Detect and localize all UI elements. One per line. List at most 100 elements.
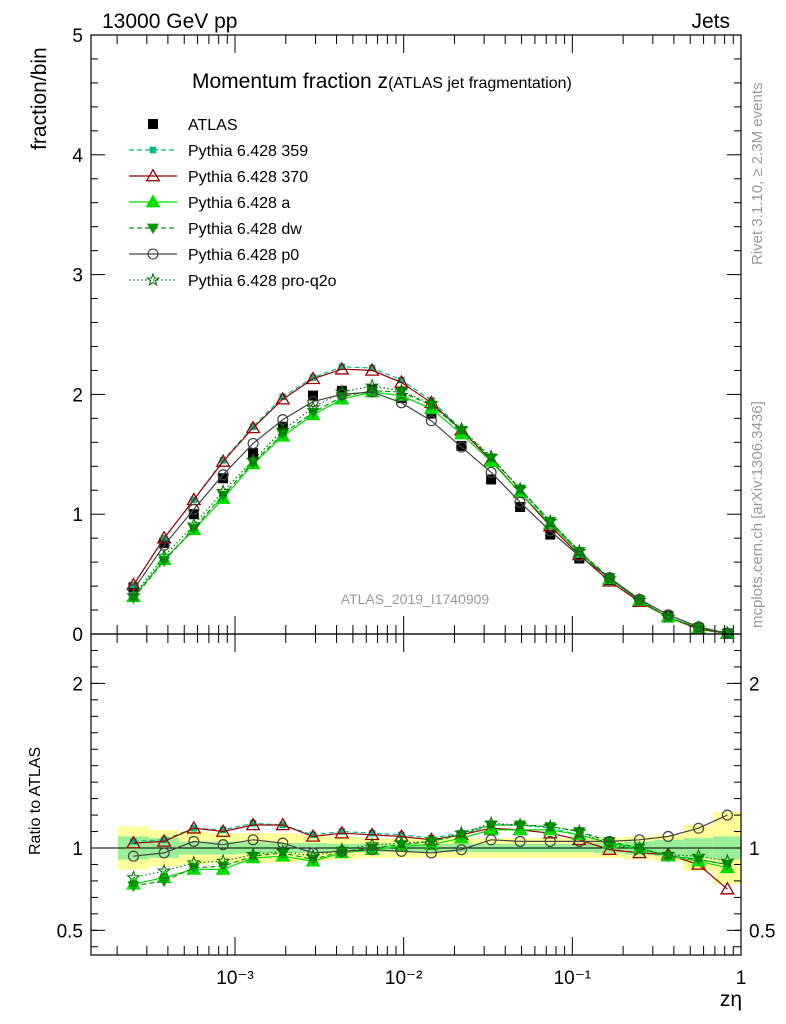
x-axis-label: zη bbox=[720, 988, 742, 1011]
data-point bbox=[485, 466, 497, 478]
main-y-axis-label: fraction/bin bbox=[28, 47, 51, 150]
data-point bbox=[364, 362, 380, 376]
data-point bbox=[305, 399, 321, 414]
legend-label: Pythia 6.428 dw bbox=[188, 221, 302, 238]
ratio-point bbox=[156, 863, 172, 878]
legend-label: Pythia 6.428 pro-q2o bbox=[188, 273, 337, 290]
ratio-frame bbox=[90, 633, 742, 956]
y-tick-label: 1 bbox=[72, 505, 83, 526]
ratio-y-tick-label-right: 2 bbox=[749, 674, 760, 695]
data-point bbox=[366, 386, 378, 398]
legend-item: Pythia 6.428 a bbox=[129, 194, 290, 212]
rivet-label: Rivet 3.1.10, ≥ 2.3M events bbox=[749, 83, 766, 266]
ratio-point bbox=[692, 822, 705, 834]
ratio-point bbox=[603, 835, 616, 847]
data-point bbox=[188, 503, 200, 515]
ratio-series-pythia-6-428-pro-q2o bbox=[126, 815, 735, 884]
data-point bbox=[395, 397, 407, 409]
data-point bbox=[309, 374, 317, 381]
ratio-point bbox=[514, 835, 526, 847]
ratio-point bbox=[572, 823, 587, 838]
ratio-point bbox=[307, 847, 319, 859]
data-point bbox=[574, 553, 585, 564]
data-point bbox=[364, 378, 380, 393]
ratio-point bbox=[245, 846, 261, 861]
legend-marker bbox=[147, 248, 159, 260]
ratio-point bbox=[573, 835, 585, 847]
data-point bbox=[424, 396, 439, 411]
ratio-point bbox=[719, 881, 735, 895]
ratio-point bbox=[338, 828, 346, 835]
ratio-y-axis-label: Ratio to ATLAS bbox=[27, 747, 44, 855]
data-point bbox=[456, 440, 467, 451]
data-point bbox=[247, 437, 259, 450]
data-point bbox=[126, 587, 141, 602]
ratio-point bbox=[217, 839, 229, 851]
ratio-point bbox=[305, 848, 321, 863]
data-point bbox=[393, 374, 409, 388]
ratio-point bbox=[336, 845, 348, 857]
ratio-point bbox=[662, 830, 674, 843]
data-point bbox=[455, 441, 467, 453]
main-series-group bbox=[126, 361, 735, 640]
ratio-point bbox=[275, 817, 291, 831]
ratio-point bbox=[215, 823, 231, 837]
data-point bbox=[483, 449, 499, 463]
legend-marker bbox=[149, 146, 157, 154]
data-point bbox=[720, 625, 735, 640]
ratio-point bbox=[309, 831, 317, 839]
ratio-point bbox=[364, 837, 380, 851]
data-point bbox=[245, 420, 261, 434]
data-point bbox=[512, 481, 528, 496]
data-point bbox=[545, 529, 556, 540]
y-tick-label: 2 bbox=[72, 385, 83, 406]
ratio-point bbox=[130, 838, 137, 845]
legend-marker bbox=[146, 223, 160, 235]
ratio-point bbox=[334, 841, 350, 856]
ratio-point bbox=[275, 843, 291, 858]
legend-marker bbox=[145, 168, 161, 182]
y-tick-label: 0 bbox=[72, 625, 83, 646]
legend-marker bbox=[148, 119, 158, 129]
ratio-point bbox=[277, 837, 289, 849]
ratio-point bbox=[633, 843, 646, 855]
ratio-series-line bbox=[133, 814, 728, 857]
data-point bbox=[573, 550, 585, 562]
ratio-point bbox=[127, 881, 140, 892]
data-point bbox=[544, 525, 556, 537]
legend-label: ATLAS bbox=[188, 117, 238, 134]
data-point bbox=[275, 391, 291, 405]
data-point bbox=[334, 361, 350, 375]
ratio-point bbox=[156, 833, 172, 847]
ratio-point bbox=[398, 831, 405, 839]
chart-title-main: Momentum fraction z bbox=[192, 70, 388, 93]
ratio-point bbox=[720, 853, 735, 868]
ratio-series-pythia-6-428-p0 bbox=[127, 809, 733, 862]
ratio-point bbox=[721, 809, 733, 821]
legend-label: Pythia 6.428 p0 bbox=[188, 247, 299, 264]
data-point bbox=[632, 592, 647, 607]
data-point bbox=[572, 543, 587, 558]
data-point bbox=[454, 421, 469, 436]
legend-item: Pythia 6.428 p0 bbox=[129, 247, 299, 264]
ratio-point bbox=[366, 844, 378, 856]
ratio-point bbox=[542, 818, 558, 833]
ratio-point bbox=[160, 836, 168, 844]
ratio-point bbox=[455, 844, 467, 856]
ratio-point bbox=[395, 845, 407, 857]
data-point bbox=[215, 483, 231, 498]
legend: ATLAS Pythia 6.428 359 Pythia 6.428 370 Pyt… bbox=[129, 117, 337, 290]
x-tick-label: 1 bbox=[736, 968, 747, 989]
data-point bbox=[425, 415, 437, 427]
data-point bbox=[156, 530, 172, 544]
data-point bbox=[308, 390, 319, 401]
ratio-point bbox=[632, 841, 647, 856]
data-point bbox=[307, 396, 319, 408]
ratio-y-tick-label: 0.5 bbox=[57, 921, 83, 942]
x-tick-label: 10⁻² bbox=[385, 968, 423, 989]
ratio-point bbox=[245, 817, 261, 831]
ratio-point bbox=[158, 876, 171, 887]
ratio-point bbox=[334, 825, 350, 839]
data-point bbox=[660, 609, 676, 624]
ratio-point bbox=[126, 835, 141, 849]
